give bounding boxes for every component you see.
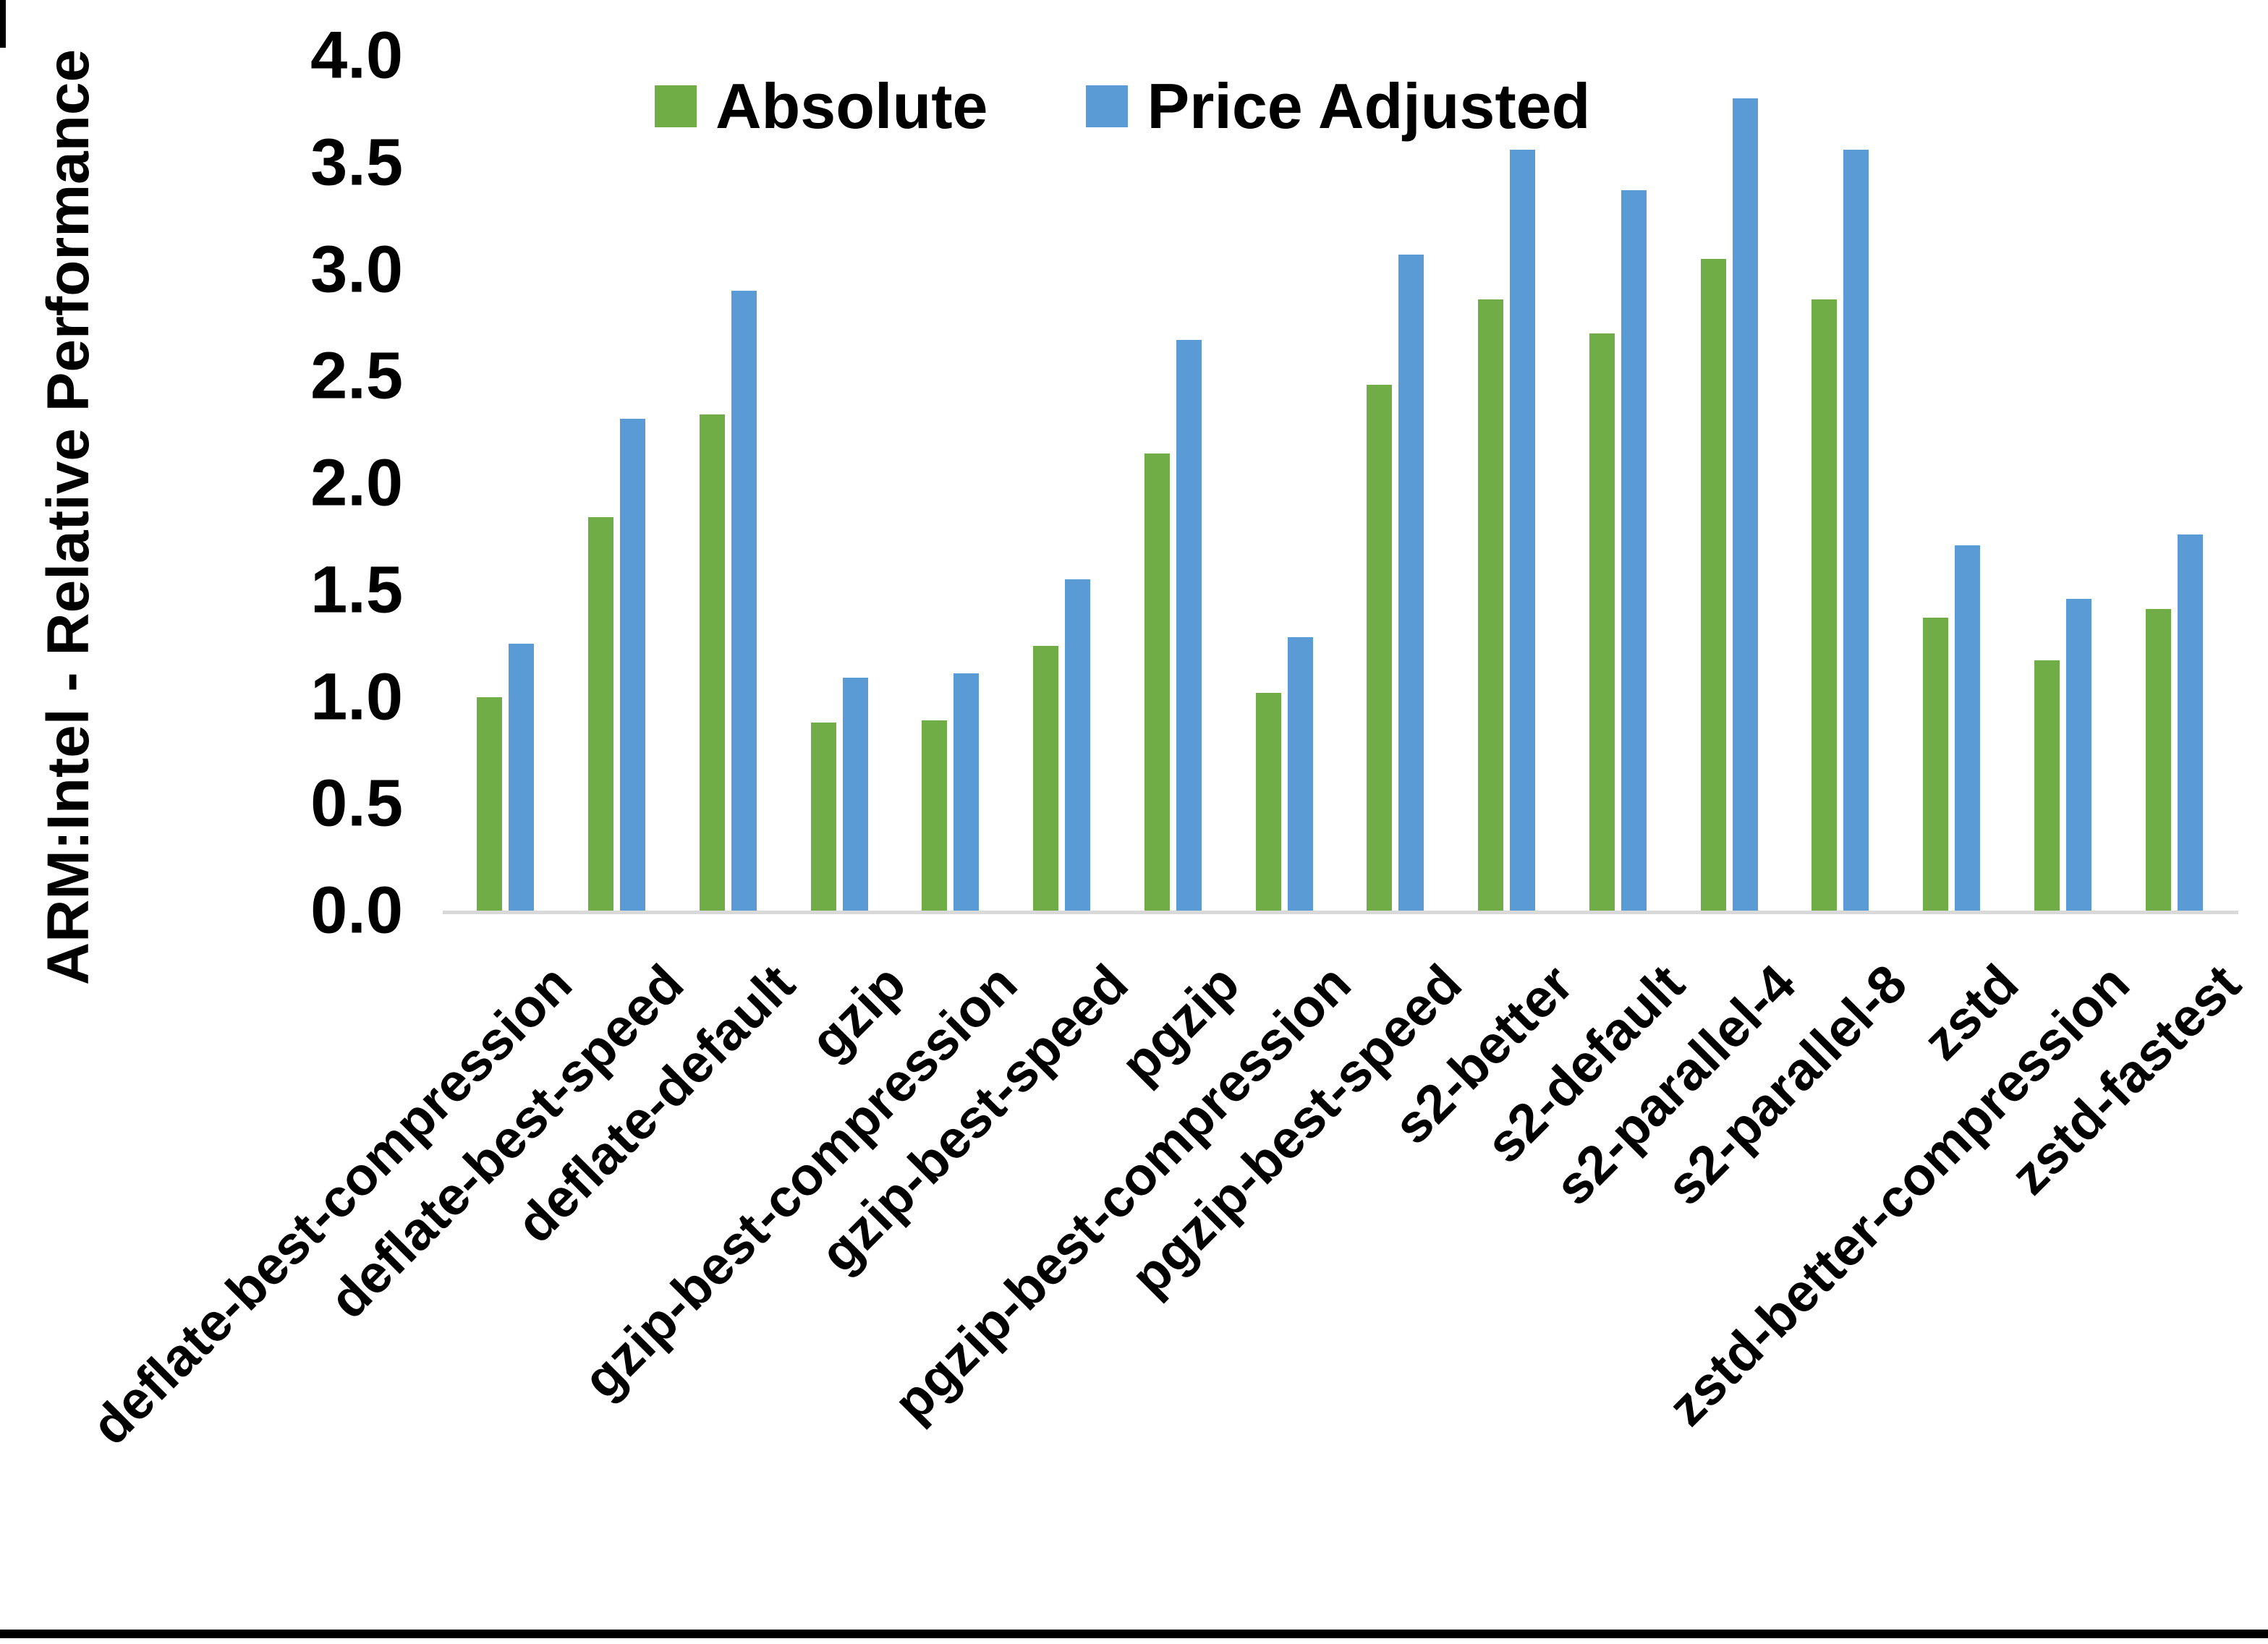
legend-swatch-price-adjusted (1086, 85, 1129, 127)
bar-price-adjusted-pgzip-best-speed (1398, 254, 1424, 911)
bar-absolute-deflate-best-compression (477, 697, 503, 911)
top-left-border-mark (0, 0, 6, 48)
bar-absolute-pgzip-best-compression (1255, 692, 1281, 911)
bar-price-adjusted-s2-parallel-8 (1843, 150, 1869, 911)
bar-price-adjusted-s2-parallel-4 (1732, 98, 1758, 911)
bar-price-adjusted-pgzip-best-compression (1287, 636, 1313, 911)
bar-absolute-pgzip (1144, 453, 1170, 911)
bar-price-adjusted-gzip-best-compression (954, 673, 980, 911)
bar-price-adjusted-s2-default (1621, 190, 1647, 911)
bar-price-adjusted-gzip-best-speed (1065, 579, 1091, 911)
y-tick-label-3.5: 3.5 (310, 125, 403, 200)
bar-absolute-zstd-better-compression (2034, 660, 2060, 911)
y-tick-label-1.0: 1.0 (310, 660, 403, 733)
y-tick-label-4.0: 4.0 (310, 18, 403, 93)
bar-price-adjusted-deflate-best-compression (509, 643, 535, 911)
bar-absolute-s2-default (1589, 333, 1615, 911)
bar-price-adjusted-zstd-better-compression (2065, 598, 2091, 911)
chart-legend: Absolute Price Adjusted (655, 69, 1590, 143)
bar-absolute-deflate-default (699, 414, 725, 911)
y-tick-label-2.5: 2.5 (310, 338, 403, 413)
bar-price-adjusted-zstd-fastest (2177, 534, 2203, 911)
bar-absolute-s2-better (1478, 299, 1504, 911)
bar-price-adjusted-pgzip (1176, 340, 1202, 911)
legend-swatch-absolute (655, 85, 697, 127)
y-tick-label-3.0: 3.0 (310, 232, 403, 306)
bar-price-adjusted-deflate-best-speed (620, 419, 646, 911)
bar-absolute-deflate-best-speed (588, 517, 614, 911)
bar-absolute-zstd-fastest (2145, 609, 2171, 911)
y-tick-label-0.0: 0.0 (310, 873, 403, 947)
bar-absolute-gzip (810, 722, 836, 911)
bar-absolute-gzip-best-speed (1033, 645, 1059, 911)
legend-label-absolute: Absolute (715, 70, 988, 142)
y-tick-label-2.0: 2.0 (310, 446, 403, 520)
y-tick-label-0.5: 0.5 (310, 766, 403, 840)
y-tick-label-1.5: 1.5 (310, 553, 403, 627)
legend-label-price-adjusted: Price Adjusted (1147, 70, 1591, 142)
bar-price-adjusted-s2-better (1510, 150, 1536, 911)
bar-absolute-pgzip-best-speed (1367, 385, 1393, 911)
bar-absolute-s2-parallel-8 (1812, 299, 1838, 911)
bar-absolute-zstd (1923, 618, 1949, 911)
bar-absolute-s2-parallel-4 (1700, 258, 1726, 911)
bottom-border-line (0, 1630, 2268, 1638)
plot-area (450, 56, 2230, 911)
y-axis-title: ARM:Intel - Relative Performance (35, 48, 101, 986)
bar-price-adjusted-deflate-default (731, 291, 757, 911)
bar-price-adjusted-zstd (1955, 545, 1981, 911)
bar-absolute-gzip-best-compression (922, 720, 948, 911)
bar-price-adjusted-gzip (842, 677, 868, 911)
x-axis-baseline (443, 911, 2238, 914)
category-label-deflate-best-compression: deflate-best-compression (80, 953, 584, 1457)
